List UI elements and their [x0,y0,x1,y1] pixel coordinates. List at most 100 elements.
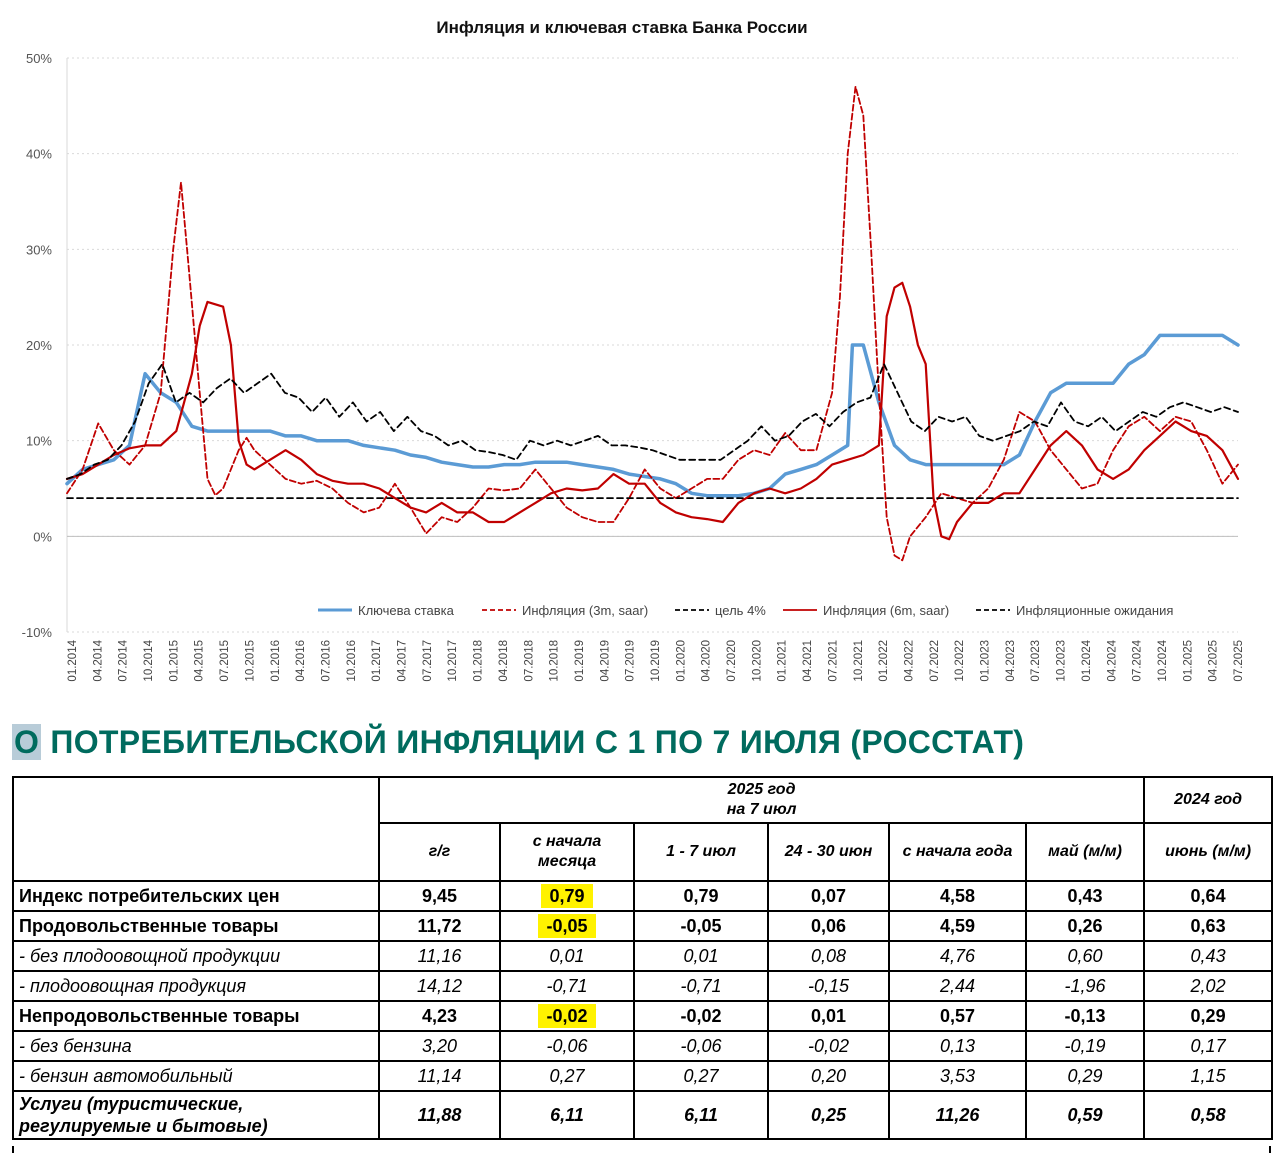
x-tick-label: 01.2014 [67,639,79,681]
column-header-row: г/г с начала месяца 1 - 7 июл 24 - 30 июн с … [13,822,1274,882]
x-tick-label: 04.2018 [498,640,510,682]
table-cell: 2,02 [1143,970,1274,1002]
table-body: Индекс потребительских цен 9,45 0,79 0,79 0,… [12,880,1274,1140]
y-tick-label: 10% [26,434,52,449]
column-header: 1 - 7 июл [633,822,769,882]
chart-series [65,85,1240,562]
highlighted-value: 0,79 [541,883,593,908]
x-tick-label: 07.2014 [118,639,130,681]
table-cell: 0,57 [888,1000,1027,1032]
x-tick-label: 10.2014 [143,639,155,681]
y-tick-label: 20% [26,338,52,353]
x-tick-label: 07.2020 [726,640,738,682]
table-cell: -0,15 [767,970,890,1002]
x-tick-label: 10.2021 [853,640,865,682]
x-tick-label: 07.2019 [625,640,637,682]
table-cell: -0,71 [499,970,635,1002]
x-tick-label: 04.2015 [194,640,206,682]
table-cell: 0,25 [767,1090,890,1140]
row-label: - бензин автомобильный [12,1060,380,1092]
x-tick-label: 01.2020 [675,640,687,682]
row-label: Индекс потребительских цен [12,880,380,912]
chart-title: Инфляция и ключевая ставка Банка России [436,18,807,37]
y-tick-label: -10% [22,625,53,640]
x-tick-label: 01.2016 [270,640,282,682]
table-cell: 0,17 [1143,1030,1274,1062]
table-cell: 0,07 [767,880,890,912]
column-header: май (м/м) [1024,822,1146,882]
y-tick-label: 50% [26,51,52,66]
y-tick-label: 30% [26,242,52,257]
x-tick-label: 10.2024 [1157,639,1169,681]
table-cell: 3,53 [888,1060,1027,1092]
table-corner [12,776,380,882]
table-cell: 11,26 [888,1090,1027,1140]
x-tick-label: 10.2015 [244,640,256,682]
table-cell: 0,43 [1143,940,1274,972]
table-cell: 14,12 [378,970,501,1002]
series-line-3 [65,281,1240,541]
table-cell: 0,01 [499,940,635,972]
x-tick-label: 04.2017 [397,640,409,682]
table-row: - без бензина 3,20 -0,06 -0,06 -0,02 0,13 -0,1… [12,1030,1274,1062]
x-tick-label: 07.2023 [1030,640,1042,682]
column-header: с начала года [888,822,1027,882]
x-tick-label: 04.2021 [802,640,814,682]
table-cell: -1,96 [1024,970,1146,1002]
x-tick-label: 01.2024 [1081,639,1093,681]
row-label: - без бензина [12,1030,380,1062]
legend-label: цель 4% [715,603,766,618]
table-row: Продовольственные товары 11,72 -0,05 -0,05 0… [12,910,1274,942]
table-cell: 0,29 [1024,1060,1146,1092]
table-cell: -0,05 [499,910,635,942]
column-header: июнь (м/м) [1143,822,1274,882]
table-cell: 4,23 [378,1000,501,1032]
table-cell: -0,06 [633,1030,769,1062]
table-cell: 0,08 [767,940,890,972]
row-label: Услуги (туристические, регулируемые и бы… [12,1090,380,1140]
table-cell: 11,14 [378,1060,501,1092]
table-cell: 4,59 [888,910,1027,942]
legend-label: Инфляция (6m, saar) [823,603,949,618]
table-row: Непродовольственные товары 4,23 -0,02 -0,02… [12,1000,1274,1032]
legend-label: Инфляционные ожидания [1016,603,1173,618]
table-cell: 3,20 [378,1030,501,1062]
x-tick-label: 01.2025 [1182,640,1194,682]
x-tick-label: 10.2022 [954,640,966,682]
table-cell: 1,15 [1143,1060,1274,1092]
x-tick-label: 01.2017 [371,640,383,682]
column-header: г/г [378,822,501,882]
table-cell: 0,01 [633,940,769,972]
table-cell: 0,64 [1143,880,1274,912]
legend-label: Ключева ставка [358,603,455,618]
x-tick-label: 07.2022 [929,640,941,682]
table-cell: -0,19 [1024,1030,1146,1062]
x-tick-label: 01.2015 [168,640,180,682]
column-header: 24 - 30 июн [767,822,890,882]
inflation-chart: Инфляция и ключевая ставка Банка России … [22,18,1245,682]
section-title: О ПОТРЕБИТЕЛЬСКОЙ ИНФЛЯЦИИ С 1 ПО 7 ИЮЛЯ… [12,724,1024,761]
series-line-4 [66,363,1239,480]
row-label: Продовольственные товары [12,910,380,942]
table-cell: 0,79 [633,880,769,912]
y-tick-label: 0% [33,529,52,544]
table-cell: 6,11 [633,1090,769,1140]
x-tick-label: 01.2023 [980,640,992,682]
row-label: - без плодоовощной продукции [12,940,380,972]
table-cell: 0,79 [499,880,635,912]
table-cell: 0,60 [1024,940,1146,972]
x-tick-label: 04.2023 [1005,640,1017,682]
table-row: Услуги (туристические, регулируемые и бы… [12,1090,1274,1140]
table-cell: 0,01 [767,1000,890,1032]
x-tick-label: 01.2021 [777,640,789,682]
table-cell: -0,02 [499,1000,635,1032]
table-cell: -0,02 [633,1000,769,1032]
x-tick-label: 07.2016 [320,640,332,682]
section-title-text: ПОТРЕБИТЕЛЬСКОЙ ИНФЛЯЦИИ С 1 ПО 7 ИЮЛЯ (… [50,724,1025,760]
table-row: Индекс потребительских цен 9,45 0,79 0,79 0,… [12,880,1274,912]
x-tick-label: 07.2015 [219,640,231,682]
table-footer [12,1146,1271,1153]
x-tick-label: 10.2016 [346,640,358,682]
chart-legend: Ключева ставка Инфляция (3m, saar) цель 4%… [318,603,1173,618]
x-tick-label: 04.2014 [92,639,104,681]
